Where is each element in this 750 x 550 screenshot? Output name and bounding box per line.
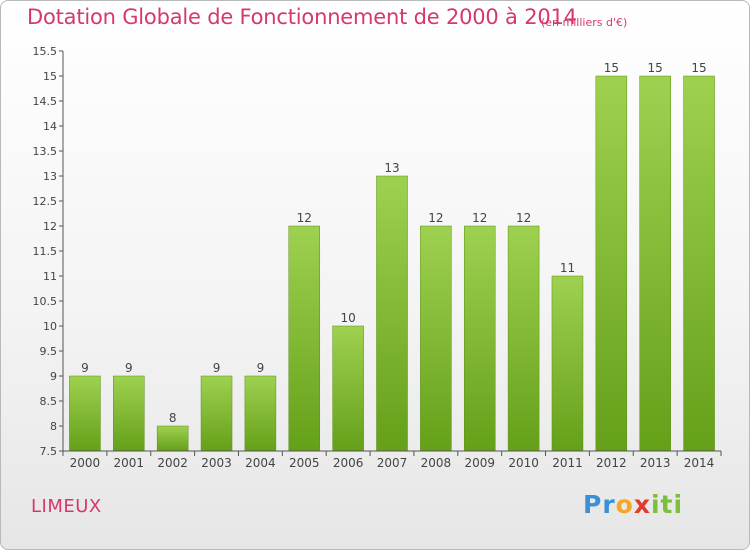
- bar-2001: [113, 375, 145, 452]
- data-label-2014: 15: [691, 61, 706, 75]
- x-tick-label-2006: 2006: [333, 456, 364, 470]
- x-tick-label-2009: 2009: [464, 456, 495, 470]
- x-tick-label-2004: 2004: [245, 456, 276, 470]
- logo-part-2: o: [615, 490, 634, 519]
- bar-2002: [156, 425, 189, 452]
- bar-2012: [595, 75, 628, 452]
- data-label-2003: 9: [213, 361, 221, 375]
- x-tick-label-2013: 2013: [640, 456, 671, 470]
- y-tick-label: 13: [43, 170, 57, 183]
- data-labels: 9 9 8 9 9 12 10 13 12 12 12 11 15 15 15: [81, 61, 707, 425]
- bar-2004: [244, 375, 277, 452]
- y-tick-label: 12.5: [33, 195, 58, 208]
- x-tick-label-2005: 2005: [289, 456, 320, 470]
- x-tick-label-2008: 2008: [421, 456, 452, 470]
- y-tick-label: 9.5: [40, 345, 58, 358]
- logo-part-4: iti: [650, 490, 684, 519]
- bar-2009: [463, 225, 496, 452]
- proxiti-logo[interactable]: Proxiti: [583, 490, 683, 519]
- x-tick-label-2007: 2007: [377, 456, 408, 470]
- x-tick-label-2011: 2011: [552, 456, 583, 470]
- x-tick-label-2012: 2012: [596, 456, 627, 470]
- y-tick-label: 10: [43, 320, 57, 333]
- x-tick-label-2001: 2001: [114, 456, 145, 470]
- data-label-2006: 10: [340, 311, 355, 325]
- bar-2006: [332, 325, 364, 452]
- data-label-2004: 9: [257, 361, 265, 375]
- bar-2003: [200, 375, 233, 452]
- data-label-2010: 12: [516, 211, 531, 225]
- y-tick-label: 10.5: [33, 295, 58, 308]
- bars: [69, 75, 715, 452]
- logo-part-1: Pr: [583, 490, 616, 519]
- y-tick-label: 15.5: [33, 45, 58, 58]
- bar-2014: [683, 75, 715, 452]
- data-label-2005: 12: [297, 211, 312, 225]
- data-label-2012: 15: [604, 61, 619, 75]
- y-tick-label: 12: [43, 220, 57, 233]
- x-tick-label-2014: 2014: [684, 456, 715, 470]
- x-tick-label-2002: 2002: [157, 456, 188, 470]
- y-tick-label: 11.5: [33, 245, 58, 258]
- x-tick-label-2000: 2000: [70, 456, 101, 470]
- y-tick-label: 14.5: [33, 95, 58, 108]
- x-tick-label-2003: 2003: [201, 456, 232, 470]
- data-label-2002: 8: [169, 411, 177, 425]
- y-tick-label: 11: [43, 270, 57, 283]
- data-label-2007: 13: [384, 161, 399, 175]
- bar-2008: [420, 225, 452, 452]
- bar-2010: [507, 225, 540, 452]
- x-tick-label-2010: 2010: [508, 456, 539, 470]
- data-label-2000: 9: [81, 361, 89, 375]
- data-label-2009: 12: [472, 211, 487, 225]
- bar-2000: [69, 375, 101, 452]
- chart-title: Dotation Globale de Fonctionnement de 20…: [27, 5, 577, 29]
- bar-2007: [376, 175, 408, 452]
- x-axis: 2000 2001 2002 2003 2004 2005 2006 2007 2008 2009…: [62, 450, 722, 470]
- bar-2005: [288, 225, 321, 452]
- data-label-2001: 9: [125, 361, 133, 375]
- bar-2011: [551, 275, 584, 452]
- y-tick-label: 14: [43, 120, 57, 133]
- commune-name: LIMEUX: [31, 496, 102, 517]
- chart-subtitle: (en milliers d'€): [541, 16, 628, 29]
- logo-part-3: x: [633, 490, 651, 519]
- data-label-2008: 12: [428, 211, 443, 225]
- y-tick-label: 8.5: [40, 395, 58, 408]
- y-axis: 7.5 8 8.5 9 9.5 10 10.5 11 11.5 12 12.5 13 13.5 14 14.…: [33, 45, 64, 458]
- y-tick-label: 15: [43, 70, 57, 83]
- data-label-2013: 15: [648, 61, 663, 75]
- y-tick-label: 9: [50, 370, 57, 383]
- y-tick-label: 7.5: [40, 445, 58, 458]
- data-label-2011: 11: [560, 261, 575, 275]
- y-tick-label: 13.5: [33, 145, 58, 158]
- bar-2013: [639, 75, 671, 452]
- y-tick-label: 8: [50, 420, 57, 433]
